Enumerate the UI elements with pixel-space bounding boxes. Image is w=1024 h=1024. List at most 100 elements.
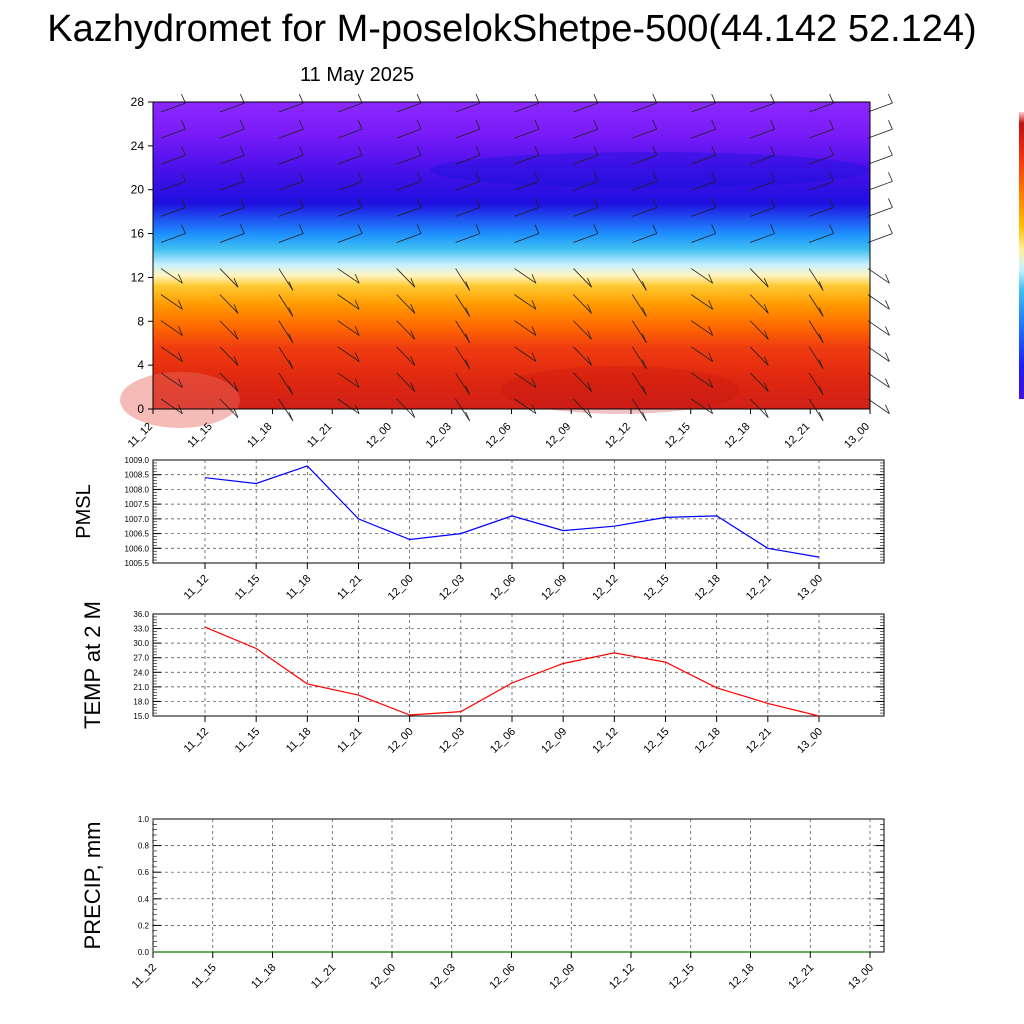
wind-barb-flag	[888, 146, 893, 156]
wind-barb-flag	[178, 352, 183, 362]
wind-barb-flag	[475, 172, 481, 182]
wind-barb-flag	[885, 274, 890, 284]
wind-barb-flag	[178, 274, 183, 284]
y-tick-label: 16	[131, 227, 145, 241]
wind-barb	[396, 268, 416, 288]
x-tick-label: 13_00	[795, 726, 825, 756]
x-tick-label: 11_15	[189, 962, 219, 992]
y-tick-label: 1006.0	[125, 544, 150, 553]
x-tick-label: 12_06	[488, 962, 518, 992]
wind-barb	[455, 180, 481, 191]
wind-barb	[808, 268, 824, 291]
y-tick-label: 1006.5	[125, 530, 150, 539]
wind-barb-flag	[593, 146, 599, 156]
wind-barb-flag	[475, 224, 481, 234]
wind-barb-flag	[888, 93, 893, 104]
wind-barb	[514, 398, 537, 415]
wind-barb	[691, 233, 716, 243]
wind-barb	[573, 268, 592, 288]
wind-barb-flag	[410, 278, 416, 288]
wind-barb	[867, 398, 890, 415]
x-tick-label: 12_12	[590, 573, 620, 603]
wind-barb-flag	[534, 198, 540, 208]
wind-barb-flag	[354, 352, 360, 362]
wind-barb	[455, 102, 481, 113]
wind-barb-flag	[288, 333, 294, 343]
wind-barb	[808, 180, 834, 191]
wind-barb	[750, 128, 775, 139]
y-tick-label: 24	[131, 139, 145, 153]
wind-barb-flag	[770, 146, 775, 156]
x-tick-label: 12_18	[727, 962, 757, 992]
wind-barb	[337, 128, 363, 139]
wind-barb-flag	[239, 198, 245, 208]
wind-barb	[573, 233, 598, 243]
x-tick-label: 12_03	[437, 573, 467, 603]
x-tick-label: 13_00	[795, 573, 825, 603]
wind-barb	[396, 233, 422, 243]
wind-barb	[514, 294, 537, 310]
wind-barb	[455, 128, 481, 139]
y-tick-label: 20	[131, 183, 145, 197]
wind-barb	[631, 372, 647, 396]
y-tick-label: 30.0	[133, 639, 149, 648]
wind-barb	[455, 154, 481, 165]
y-tick-label: 28	[131, 95, 145, 109]
wind-barb	[455, 372, 470, 396]
wind-barb-flag	[708, 326, 714, 336]
wind-barb	[808, 346, 824, 369]
wind-barb-flag	[888, 198, 893, 208]
wind-barb-flag	[763, 408, 769, 418]
wind-barb	[750, 180, 775, 191]
wind-barb-flag	[829, 224, 834, 234]
x-tick-label: 12_00	[386, 726, 416, 756]
wind-barb-flag	[770, 198, 775, 208]
wind-barb-flag	[534, 146, 540, 156]
wind-barb	[632, 154, 657, 165]
wind-barb	[631, 398, 647, 422]
wind-barb-flag	[708, 274, 714, 284]
wind-barb	[219, 207, 245, 217]
x-tick-label: 12_21	[744, 726, 774, 756]
wind-barb-flag	[233, 408, 239, 418]
x-tick-label: 12_18	[693, 573, 723, 603]
wind-barb-flag	[652, 146, 658, 156]
wind-barb-flag	[357, 198, 363, 208]
wind-barb-flag	[888, 120, 893, 130]
wind-barb-flag	[829, 146, 834, 156]
wind-barb	[631, 346, 647, 369]
wind-barb	[337, 180, 363, 191]
x-tick-label: 12_06	[484, 421, 514, 451]
wind-barb	[749, 372, 769, 392]
plot-frame	[152, 818, 885, 953]
wind-barb-flag	[410, 382, 416, 392]
wind-barb-flag	[770, 172, 775, 182]
wind-barb-flag	[642, 333, 647, 343]
wind-barb-flag	[416, 224, 422, 234]
wind-barb	[160, 102, 186, 113]
x-tick-label: 12_21	[786, 962, 816, 992]
wind-barb-flag	[416, 198, 422, 208]
wind-barb	[278, 346, 294, 369]
y-tick-label: 36.0	[133, 610, 149, 619]
wind-barb	[160, 180, 186, 191]
wind-barb	[808, 398, 824, 422]
wind-barb	[632, 102, 657, 113]
wind-barb	[396, 128, 422, 139]
wind-barb-flag	[885, 378, 890, 388]
wind-barb	[455, 294, 470, 317]
wind-barb-flag	[288, 307, 294, 317]
wind-barb	[632, 180, 657, 191]
wind-barb	[396, 320, 416, 340]
wind-barb-flag	[593, 224, 599, 234]
y-tick-label: 27.0	[133, 654, 149, 663]
y-tick-label: 18.0	[133, 697, 149, 706]
x-tick-label: 11_21	[335, 573, 365, 603]
wind-barb	[573, 102, 598, 113]
wind-barb	[808, 320, 824, 343]
wind-barb	[278, 294, 294, 317]
x-tick-label: 12_03	[428, 962, 458, 992]
wind-barb	[691, 268, 713, 284]
wind-barb	[337, 320, 360, 336]
wind-barb	[750, 233, 775, 243]
